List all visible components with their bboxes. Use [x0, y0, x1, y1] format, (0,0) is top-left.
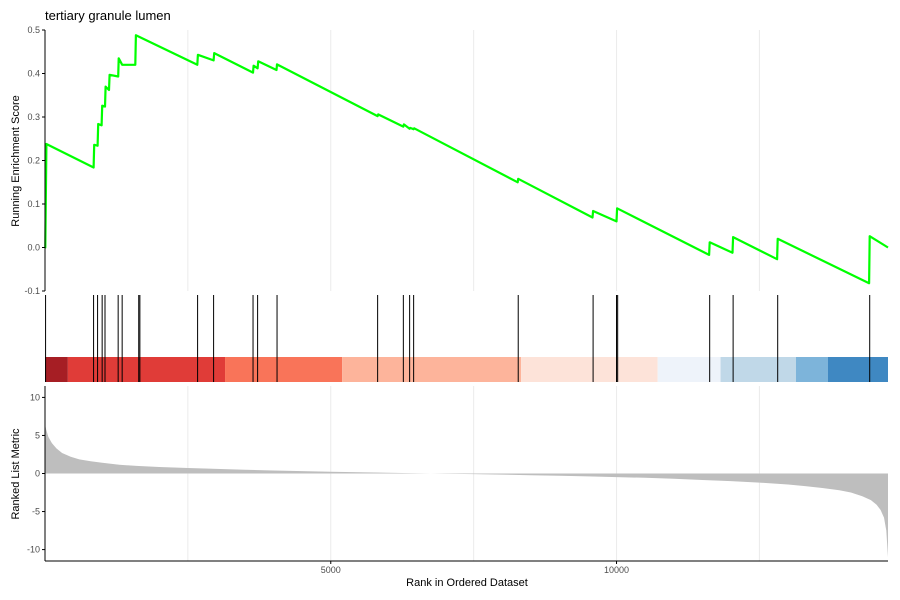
gridlines [187, 30, 760, 561]
enrichment-ytick-label-5: 0.4 [27, 69, 40, 79]
color-band-3 [342, 357, 522, 382]
enrichment-ytick-label-6: 0.5 [27, 25, 40, 35]
enrichment-line [44, 34, 889, 285]
enrichment-ytick-label-1: 0.0 [27, 243, 40, 253]
color-band-1 [67, 357, 226, 382]
color-band-7 [795, 357, 828, 382]
enrichment-ytick-label-2: 0.1 [27, 199, 40, 209]
color-band-4 [521, 357, 658, 382]
color-band-2 [225, 357, 343, 382]
enrichment-ytick-label-3: 0.2 [27, 156, 40, 166]
metric-ytick-label-1: -5 [32, 507, 40, 517]
enrichment-ylabel: Running Enrichment Score [10, 95, 22, 226]
ranked-metric-area [45, 424, 888, 558]
color-band-6 [720, 357, 796, 382]
color-bands [45, 357, 888, 382]
metric-ytick-label-0: -10 [27, 545, 40, 555]
enrichment-curve [44, 34, 889, 285]
chart-title: tertiary granule lumen [45, 8, 171, 23]
xtick-label-0: 5000 [321, 565, 341, 575]
tick-labels: -0.1 0.0 0.1 0.2 0.3 0.4 0.5 -10 -5 0 5 10 5000 10000 [24, 25, 629, 575]
xtick-label-1: 10000 [604, 565, 629, 575]
metric-ylabel: Ranked List Metric [10, 428, 22, 520]
color-band-8 [827, 357, 888, 382]
metric-ytick-label-2: 0 [35, 469, 40, 479]
x-axis-label: Rank in Ordered Dataset [406, 577, 528, 589]
metric-ytick-label-4: 10 [30, 392, 40, 402]
color-band-5 [657, 357, 721, 382]
metric-ytick-label-3: 5 [35, 430, 40, 440]
enrichment-ytick-label-4: 0.3 [27, 112, 40, 122]
metric-area [45, 424, 888, 558]
color-band-0 [45, 357, 68, 382]
enrichment-ytick-label-0: -0.1 [24, 286, 40, 296]
hit-lines [45, 295, 871, 382]
